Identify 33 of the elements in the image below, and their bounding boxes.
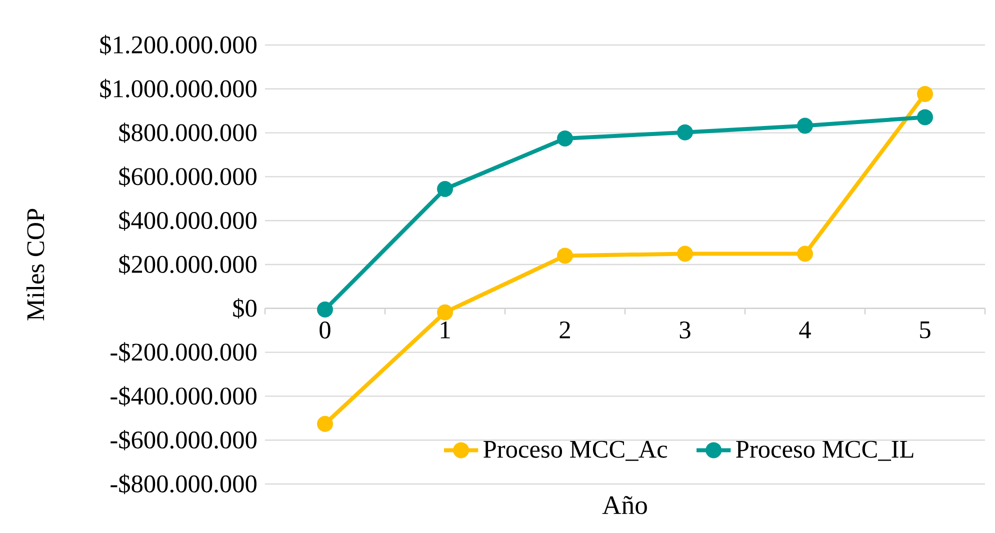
y-tick-label: $1.000.000.000	[100, 78, 256, 100]
y-tick-label: $0	[233, 298, 256, 319]
y-tick-label: $400.000.000	[119, 210, 256, 231]
legend-label: Proceso MCC_IL	[736, 440, 914, 461]
y-tick-label: -$800.000.000	[110, 474, 256, 494]
x-tick-label: 2	[560, 321, 570, 338]
y-tick-label: -$600.000.000	[110, 430, 256, 450]
legend-label: Proceso MCC_Ac	[484, 440, 668, 461]
point	[917, 86, 933, 102]
point	[917, 109, 933, 126]
point	[677, 124, 694, 140]
point	[437, 180, 454, 197]
y-tick-label: -$200.000.000	[110, 342, 256, 362]
y-tick-label: $200.000.000	[119, 254, 256, 275]
y-tick-label: $800.000.000	[119, 122, 256, 143]
point	[557, 130, 574, 147]
y-axis-title: Miles COP	[26, 208, 44, 320]
x-tick-label: 1	[440, 321, 450, 338]
y-tick-label: -$400.000.000	[110, 386, 256, 406]
point	[317, 416, 334, 432]
point	[557, 248, 574, 264]
point	[797, 246, 813, 262]
point	[437, 304, 454, 320]
x-axis-title: Año	[602, 496, 647, 514]
x-tick-label: 4	[799, 321, 811, 338]
point	[317, 301, 334, 318]
x-tick-label: 0	[320, 321, 330, 339]
point	[797, 118, 813, 134]
y-tick-label: $600.000.000	[119, 166, 256, 187]
x-tick-label: 5	[920, 321, 930, 338]
x-tick-label: 3	[680, 321, 690, 338]
y-tick-label: $1.200.000.000	[100, 34, 256, 56]
point	[677, 246, 694, 262]
